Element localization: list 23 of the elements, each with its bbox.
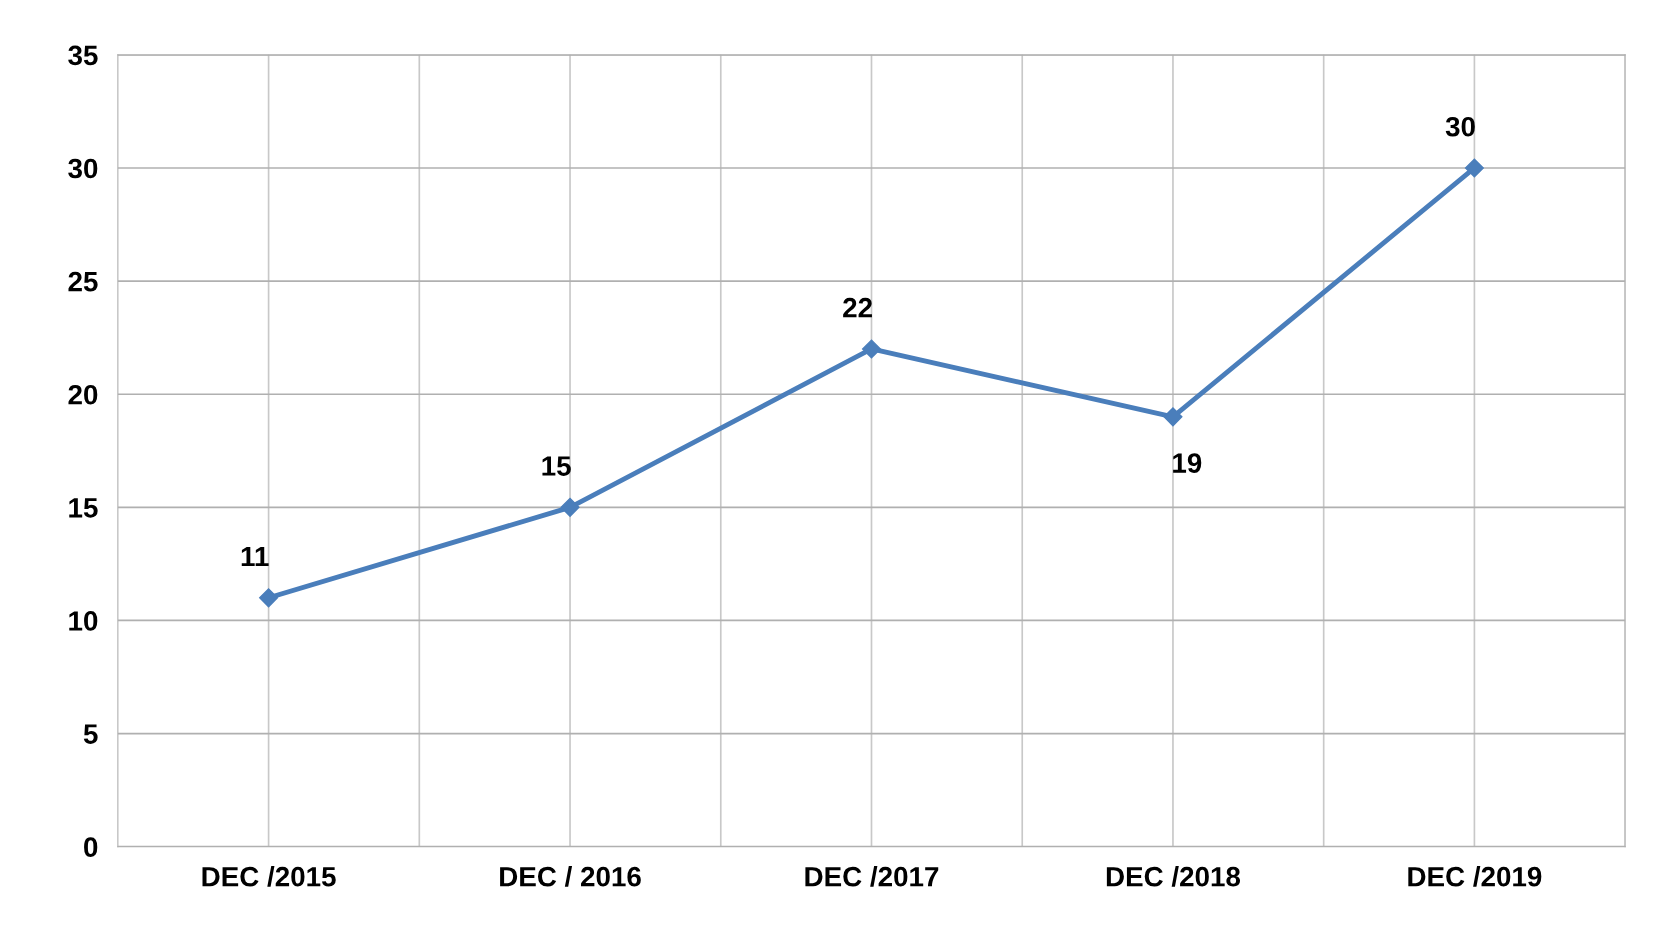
y-tick-label: 25 <box>68 271 98 292</box>
y-tick-label: 15 <box>69 498 98 518</box>
point <box>259 588 279 608</box>
x-tick-label: DEC / 2016 <box>500 866 641 887</box>
point <box>861 339 882 359</box>
data-label: 30 <box>1445 116 1475 137</box>
data-label: 22 <box>843 297 872 318</box>
x-tick-label: DEC /2015 <box>202 866 336 887</box>
y-tick-label: 5 <box>83 724 98 744</box>
y-tick-label: 30 <box>68 158 98 179</box>
x-tick-label: DEC /2018 <box>1106 866 1241 887</box>
data-label: 19 <box>1173 453 1202 473</box>
y-tick-label: 35 <box>68 45 98 66</box>
y-tick-label: 0 <box>84 837 98 858</box>
point <box>560 497 580 517</box>
y-tick-label: 10 <box>69 611 98 631</box>
x-tick-label: DEC /2019 <box>1408 866 1542 887</box>
point <box>1163 407 1183 427</box>
point <box>1464 158 1484 178</box>
y-tick-label: 20 <box>68 384 98 405</box>
data-label: 15 <box>542 456 571 476</box>
x-tick-label: DEC /2017 <box>805 866 939 887</box>
data-label: 11 <box>241 547 269 567</box>
